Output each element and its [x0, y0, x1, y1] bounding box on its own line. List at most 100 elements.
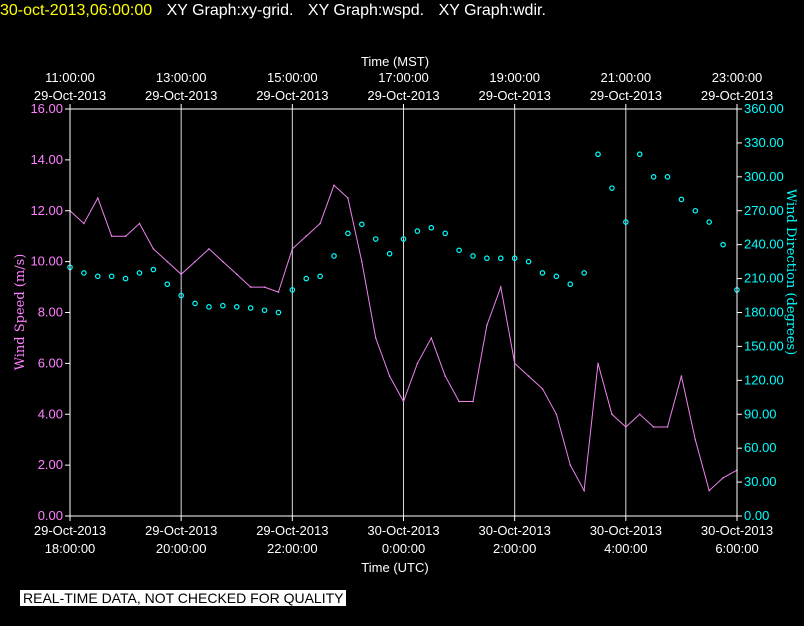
wind-speed-point-15	[277, 291, 280, 293]
wind-direction-point-43	[664, 174, 671, 180]
bottom-axis-title: Time (UTC)	[361, 560, 428, 575]
wind-direction-point-45	[692, 207, 699, 214]
right-tick-label-10: 300.00	[744, 169, 784, 184]
wind-direction-point-8	[178, 292, 184, 299]
wind-direction-point-6	[150, 266, 157, 273]
top-tick-time-5: 21:00:00	[601, 70, 652, 85]
right-tick-label-0: 0.00	[744, 508, 769, 523]
wind-speed-point-47	[722, 477, 724, 479]
wind-direction-point-22	[372, 236, 379, 242]
wind-direction-point-41	[636, 151, 643, 158]
grid-layer	[69, 109, 738, 516]
bottom-tick-date-2: 29-Oct-2013	[256, 523, 328, 538]
quality-notice: REAL-TIME DATA, NOT CHECKED FOR QUALITY	[20, 590, 347, 606]
top-tick-time-3: 17:00:00	[378, 70, 429, 85]
wind-direction-point-16	[289, 287, 296, 293]
wind-speed-point-1	[83, 222, 85, 225]
wind-direction-point-31	[497, 255, 504, 262]
wind-speed-point-8	[180, 273, 182, 276]
wind-speed-point-25	[416, 362, 419, 365]
wind-direction-point-36	[567, 281, 574, 288]
right-tick-label-6: 180.00	[744, 305, 784, 320]
left-axis-label: Wind Speed (m/s)	[13, 254, 28, 371]
bottom-tick-date-3: 30-Oct-2013	[367, 523, 439, 538]
header-timestamp: 30-oct-2013,06:00:00	[0, 2, 153, 19]
wind-speed-point-46	[708, 489, 711, 492]
top-tick-time-6: 23:00:00	[712, 70, 763, 85]
wind-direction-point-19	[331, 253, 337, 259]
wind-speed-point-36	[569, 464, 572, 466]
wind-direction-point-10	[206, 304, 212, 310]
wind-direction-point-35	[553, 273, 560, 280]
wind-speed-point-45	[694, 438, 697, 441]
right-tick-label-12: 360.00	[744, 101, 784, 116]
top-tick-date-4: 29-Oct-2013	[479, 88, 551, 103]
right-axis-label: Wind Direction (degrees)	[783, 189, 798, 355]
bottom-tick-date-1: 29-Oct-2013	[145, 523, 217, 538]
wind-direction-point-28	[456, 247, 462, 254]
left-tick-label-6: 12.00	[30, 203, 63, 218]
wind-direction-point-13	[247, 305, 254, 311]
top-tick-time-2: 15:00:00	[267, 70, 318, 85]
top-tick-date-0: 29-Oct-2013	[34, 88, 106, 103]
wind-direction-point-46	[706, 219, 713, 225]
bottom-tick-date-6: 30-Oct-2013	[701, 523, 773, 538]
wind-direction-point-37	[581, 270, 587, 276]
left-tick-label-5: 10.00	[30, 254, 63, 269]
axis-layer: 11:00:00 29-Oct-2013 13:00:00 29-Oct-2013 15…	[30, 70, 783, 556]
top-axis-title: Time (MST)	[361, 54, 429, 69]
wind-direction-point-2	[94, 273, 101, 280]
bottom-tick-time-5: 4:00:00	[604, 541, 647, 556]
header-graph-wspd: XY Graph:wspd.	[307, 2, 425, 19]
wind-speed-point-23	[388, 375, 391, 377]
wind-direction-point-44	[678, 196, 685, 203]
wind-speed-point-29	[472, 400, 474, 403]
top-tick-date-5: 29-Oct-2013	[590, 88, 662, 103]
wind-speed-point-5	[138, 222, 141, 225]
wind-direction-point-23	[386, 250, 393, 257]
wind-direction-point-24	[400, 236, 407, 242]
wind-speed-point-10	[208, 248, 210, 250]
wind-direction-point-39	[609, 185, 615, 191]
wind-speed-point-14	[263, 286, 266, 288]
right-tick-label-11: 330.00	[744, 135, 784, 150]
wind-direction-point-38	[595, 151, 601, 158]
wind-direction-point-15	[275, 309, 282, 316]
right-tick-label-2: 60.00	[744, 440, 777, 455]
wind-speed-point-26	[430, 337, 433, 339]
wind-direction-point-26	[428, 224, 435, 231]
wind-speed-point-44	[680, 375, 683, 377]
wind-speed-point-41	[638, 413, 641, 416]
right-tick-label-5: 150.00	[744, 338, 784, 353]
top-tick-date-3: 29-Oct-2013	[367, 88, 439, 103]
bottom-tick-date-4: 30-Oct-2013	[479, 523, 551, 538]
left-tick-label-8: 16.00	[30, 101, 63, 116]
top-tick-time-0: 11:00:00	[45, 70, 95, 85]
wind-direction-point-32	[511, 255, 518, 262]
wind-direction-point-34	[539, 270, 546, 276]
wind-direction-point-25	[414, 228, 421, 234]
wind-speed-point-22	[374, 337, 377, 339]
bottom-tick-time-4: 2:00:00	[493, 541, 536, 556]
wind-speed-point-18	[319, 222, 321, 225]
wind-speed-point-11	[222, 260, 224, 263]
wind-speed-point-32	[513, 362, 516, 365]
wind-speed-point-31	[499, 286, 502, 288]
wind-speed-point-24	[402, 400, 405, 403]
wind-direction-point-3	[108, 273, 115, 280]
right-tick-label-1: 30.00	[744, 474, 777, 489]
wind-direction-point-11	[220, 302, 226, 309]
wind-direction-point-1	[81, 270, 87, 276]
wind-direction-point-42	[650, 174, 657, 180]
wind-direction-point-17	[303, 275, 310, 282]
wind-speed-point-42	[652, 426, 655, 428]
wind-speed-point-6	[152, 248, 155, 250]
wind-speed-point-34	[541, 388, 544, 390]
bottom-tick-time-1: 20:00:00	[156, 541, 207, 556]
wind-speed-point-3	[110, 235, 113, 237]
wind-direction-point-30	[484, 255, 490, 262]
wind-direction-point-14	[261, 307, 268, 314]
wind-speed-point-20	[347, 197, 349, 199]
right-tick-label-9: 270.00	[744, 203, 784, 218]
wind-speed-point-19	[333, 184, 335, 187]
